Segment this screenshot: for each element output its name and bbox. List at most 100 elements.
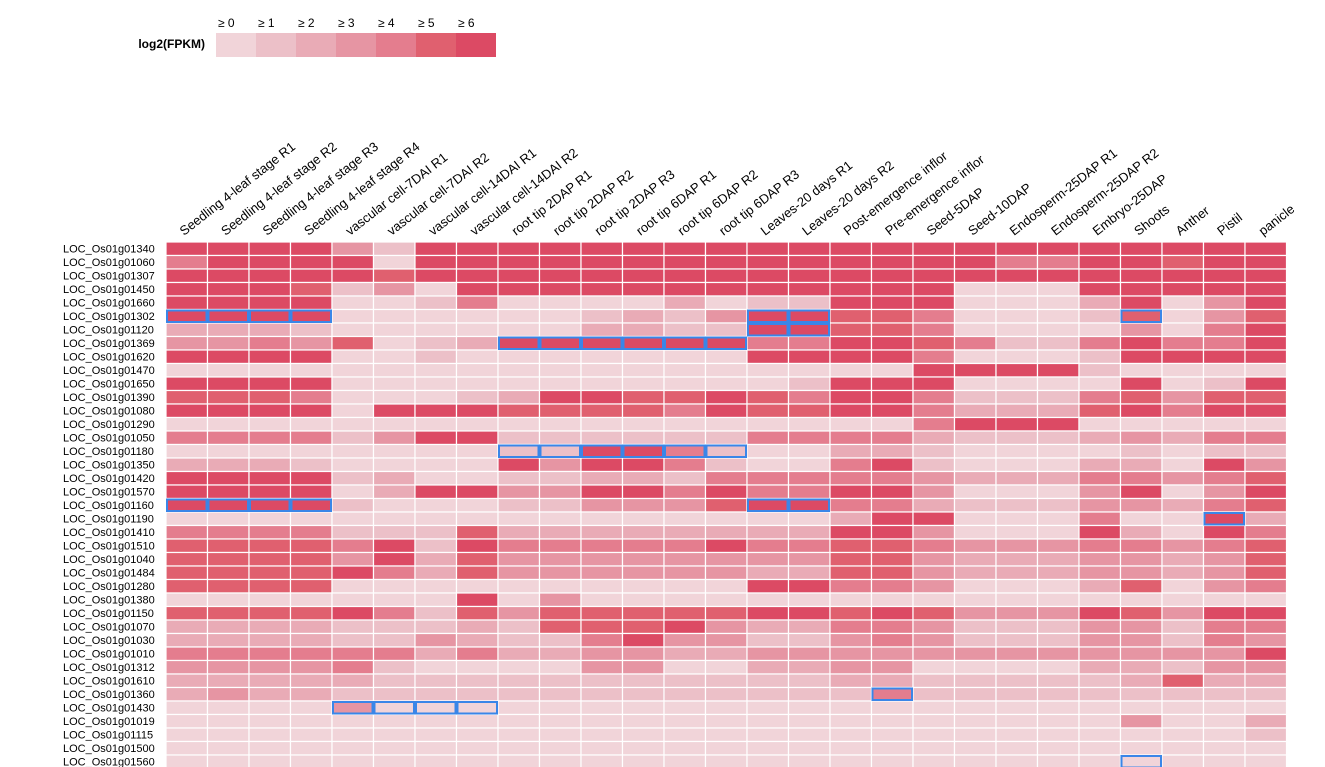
- heatmap-cell: [1119, 632, 1163, 648]
- heatmap-cell: [1078, 632, 1122, 648]
- heatmap-cell: [995, 497, 1039, 513]
- heatmap-cell: [995, 254, 1039, 270]
- heatmap-cell: [206, 484, 250, 500]
- heatmap-cell: [1244, 646, 1288, 662]
- heatmap-cell: [414, 673, 458, 689]
- heatmap-cell: [870, 403, 914, 419]
- heatmap-cell: [953, 308, 997, 324]
- heatmap-cell: [787, 484, 831, 500]
- heatmap-cell: [248, 254, 292, 270]
- heatmap-cell: [870, 430, 914, 446]
- heatmap-cell: [248, 754, 292, 767]
- heatmap-cell: [1078, 457, 1122, 473]
- heatmap-cell: [995, 362, 1039, 378]
- heatmap-cell: [870, 376, 914, 392]
- row-label: LOC_Os01g01050: [63, 433, 155, 445]
- heatmap-cell: [248, 673, 292, 689]
- heatmap-cell: [912, 241, 956, 257]
- heatmap-cell: [372, 281, 416, 297]
- heatmap-cell: [414, 376, 458, 392]
- row-label: LOC_Os01g01350: [63, 460, 155, 472]
- heatmap-cell: [953, 430, 997, 446]
- heatmap-cell: [953, 754, 997, 767]
- heatmap-cell: [704, 659, 748, 675]
- heatmap-cell: [1119, 362, 1163, 378]
- heatmap-cell: [165, 322, 209, 338]
- heatmap-cell: [621, 457, 665, 473]
- heatmap-cell: [206, 443, 250, 459]
- heatmap-cell: [953, 295, 997, 311]
- heatmap-cell: [289, 457, 333, 473]
- heatmap-cell: [248, 565, 292, 581]
- highlight-box: [747, 323, 789, 337]
- heatmap-cell: [621, 632, 665, 648]
- heatmap-cell: [455, 538, 499, 554]
- heatmap-cell: [953, 443, 997, 459]
- heatmap-cell: [580, 470, 624, 486]
- heatmap-cell: [455, 349, 499, 365]
- heatmap-cell: [331, 497, 375, 513]
- row-label: LOC_Os01g01450: [63, 284, 155, 296]
- heatmap-cell: [580, 551, 624, 567]
- heatmap-cell: [704, 524, 748, 540]
- heatmap-cell: [1036, 308, 1080, 324]
- heatmap-cell: [538, 605, 582, 621]
- heatmap-cell: [1161, 349, 1205, 365]
- heatmap-cell: [1202, 430, 1246, 446]
- heatmap-cell: [455, 551, 499, 567]
- heatmap-cell: [995, 416, 1039, 432]
- heatmap-cell: [704, 578, 748, 594]
- heatmap-cell: [497, 551, 541, 567]
- heatmap-cell: [372, 295, 416, 311]
- heatmap-cell: [829, 673, 873, 689]
- heatmap-cell: [414, 646, 458, 662]
- heatmap-cell: [538, 308, 582, 324]
- heatmap-cell: [331, 484, 375, 500]
- heatmap-cell: [1119, 605, 1163, 621]
- heatmap-cell: [248, 268, 292, 284]
- heatmap-cell: [870, 754, 914, 767]
- heatmap-cell: [829, 376, 873, 392]
- heatmap-cell: [248, 511, 292, 527]
- heatmap-cell: [1119, 713, 1163, 729]
- legend-bin-label: ≥ 5: [418, 16, 435, 30]
- heatmap-cell: [538, 619, 582, 635]
- heatmap-cell: [1202, 551, 1246, 567]
- heatmap-cell: [1161, 430, 1205, 446]
- heatmap-cell: [1161, 511, 1205, 527]
- heatmap-cell: [455, 646, 499, 662]
- heatmap-cell: [787, 241, 831, 257]
- heatmap-cell: [953, 700, 997, 716]
- heatmap-cell: [497, 740, 541, 756]
- heatmap-cell: [289, 632, 333, 648]
- heatmap-cell: [1036, 484, 1080, 500]
- heatmap-cell: [1119, 335, 1163, 351]
- heatmap-cell: [995, 322, 1039, 338]
- heatmap-cell: [870, 497, 914, 513]
- heatmap-cell: [1119, 484, 1163, 500]
- heatmap-cell: [1202, 713, 1246, 729]
- legend-bin-label: ≥ 1: [258, 16, 275, 30]
- heatmap-cell: [414, 430, 458, 446]
- highlight-box: [539, 336, 581, 350]
- heatmap-cell: [995, 241, 1039, 257]
- heatmap-cell: [870, 308, 914, 324]
- heatmap-cell: [829, 457, 873, 473]
- heatmap-cell: [1202, 497, 1246, 513]
- heatmap-cell: [787, 322, 831, 338]
- heatmap-cell: [621, 254, 665, 270]
- heatmap-cell: [1161, 470, 1205, 486]
- heatmap-cell: [331, 416, 375, 432]
- heatmap-cell: [995, 700, 1039, 716]
- heatmap-cell: [414, 295, 458, 311]
- heatmap-cell: [455, 281, 499, 297]
- heatmap-cell: [331, 727, 375, 743]
- heatmap-cell: [248, 295, 292, 311]
- heatmap-cell: [1036, 592, 1080, 608]
- heatmap-cell: [829, 619, 873, 635]
- heatmap-cell: [829, 727, 873, 743]
- heatmap-cell: [995, 686, 1039, 702]
- heatmap-cell: [414, 241, 458, 257]
- heatmap-cell: [746, 362, 790, 378]
- heatmap-cell: [372, 430, 416, 446]
